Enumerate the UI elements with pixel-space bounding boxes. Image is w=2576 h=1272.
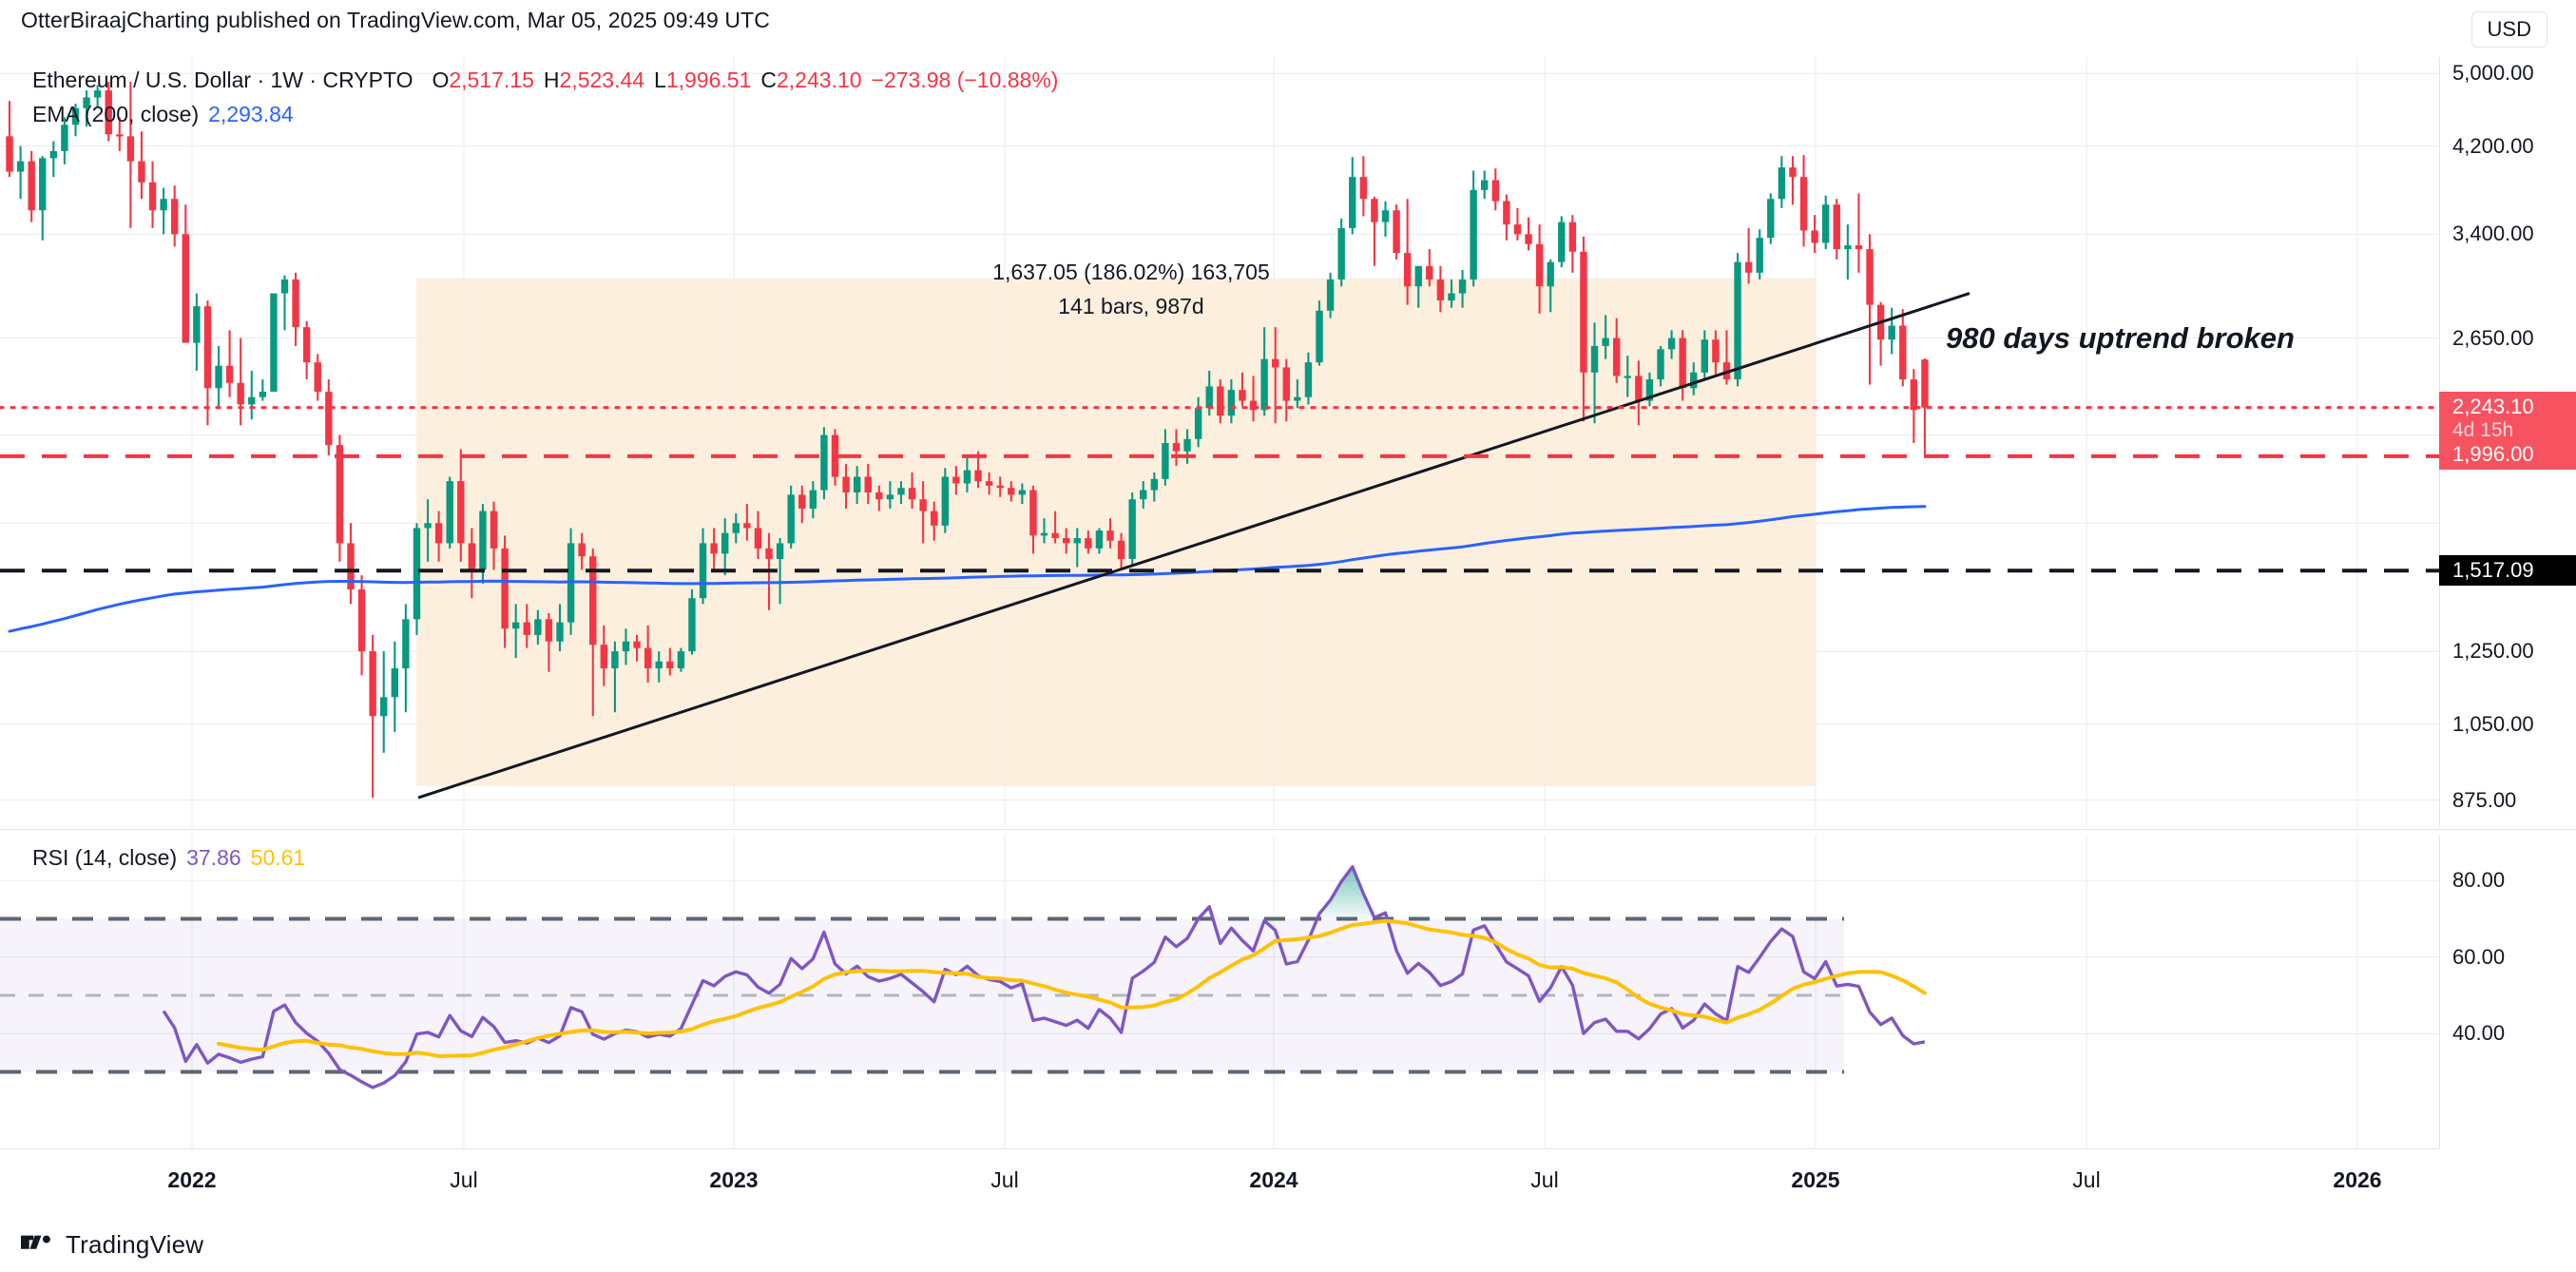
rsi-tick-0: 80.00 bbox=[2452, 868, 2506, 893]
legend-low-value: 1,996.51 bbox=[665, 67, 752, 92]
price-axis[interactable]: USD 5,000.00 4,200.00 3,400.00 2,650.00 1,25… bbox=[2439, 11, 2576, 827]
rsi-tick-1: 60.00 bbox=[2452, 944, 2506, 969]
time-tick-2023-2: 2023 bbox=[709, 1167, 759, 1192]
rsi-axis[interactable]: 80.00 60.00 40.00 bbox=[2439, 835, 2576, 1148]
legend-open-value: 2,517.15 bbox=[449, 67, 534, 92]
ema-legend-value: 2,293.84 bbox=[208, 102, 294, 126]
countdown-value: 4d 15h bbox=[2452, 418, 2514, 441]
legend-change: −273.98 (−10.88%) bbox=[871, 67, 1059, 92]
rsi-axis-divider bbox=[2439, 835, 2440, 1148]
rsi-plot bbox=[0, 835, 2439, 1148]
rsi-legend-value: 37.86 bbox=[186, 845, 241, 870]
price-chart-svg bbox=[0, 57, 2439, 827]
time-tick-jul-5: Jul bbox=[1530, 1167, 1559, 1192]
time-tick-2024-4: 2024 bbox=[1249, 1167, 1298, 1192]
symbol-legend[interactable]: Ethereum / U.S. Dollar · 1W · CRYPTO O2,5… bbox=[32, 65, 1058, 96]
rsi-legend-name: RSI (14, close) bbox=[32, 845, 178, 870]
time-tick-2026-8: 2026 bbox=[2333, 1167, 2382, 1192]
price-plot: 1,637.05 (186.02%) 163,705 141 bars, 987… bbox=[0, 57, 2439, 827]
legend-open-label: O bbox=[432, 67, 450, 92]
legend-low-label: L bbox=[654, 67, 666, 92]
attribution-text: OtterBiraajCharting published on Trading… bbox=[21, 8, 770, 32]
time-axis[interactable]: 2022 Jul 2023 Jul 2024 Jul 2025 Jul 2026 bbox=[0, 1148, 2439, 1205]
rsi-pane: 80.00 60.00 40.00 bbox=[0, 835, 2576, 1148]
tradingview-logo-icon bbox=[21, 1235, 50, 1249]
rsi-gridlines bbox=[0, 835, 2439, 1148]
currency-chip[interactable]: USD bbox=[2470, 11, 2547, 48]
measure-line-2: 141 bars, 987d bbox=[1058, 294, 1204, 318]
price-level-lines bbox=[0, 406, 2439, 573]
uptrend-line bbox=[417, 292, 1970, 800]
level-badge[interactable]: 1,517.09 bbox=[2439, 555, 2576, 587]
legend-high-label: H bbox=[543, 67, 560, 92]
legend-close-value: 2,243.10 bbox=[777, 67, 862, 92]
rsi-chart-svg bbox=[0, 835, 2439, 1148]
legend-high-value: 2,523.44 bbox=[559, 67, 645, 92]
price-tick-6: 1,250.00 bbox=[2452, 639, 2534, 664]
uptrend-broken-annotation: 980 days uptrend broken bbox=[1946, 321, 2295, 355]
rsi-band bbox=[0, 916, 1844, 1074]
measure-line-1: 1,637.05 (186.02%) 163,705 bbox=[992, 260, 1270, 284]
low-price-value: 1,996.00 bbox=[2452, 441, 2534, 466]
time-tick-2022-0: 2022 bbox=[167, 1167, 217, 1192]
ema-legend[interactable]: EMA (200, close) 2,293.84 bbox=[32, 99, 294, 130]
last-price-value: 2,243.10 bbox=[2452, 394, 2534, 418]
price-tick-2: 3,400.00 bbox=[2452, 222, 2534, 246]
measure-annotation: 1,637.05 (186.02%) 163,705 141 bars, 987… bbox=[951, 255, 1312, 323]
rsi-legend[interactable]: RSI (14, close) 37.86 50.61 bbox=[32, 842, 305, 874]
candlestick-series bbox=[6, 82, 1929, 799]
rsi-tick-2: 40.00 bbox=[2452, 1021, 2506, 1046]
price-tick-8: 875.00 bbox=[2452, 787, 2517, 812]
ema-200-line bbox=[8, 505, 1927, 633]
price-tick-3: 2,650.00 bbox=[2452, 325, 2534, 350]
legend-symbol: Ethereum / U.S. Dollar · 1W · CRYPTO bbox=[32, 67, 413, 92]
rsi-series bbox=[162, 865, 1927, 1089]
tradingview-wordmark: TradingView bbox=[66, 1230, 204, 1259]
footer-brand[interactable]: TradingView bbox=[21, 1230, 203, 1260]
time-axis-divider bbox=[0, 1148, 2439, 1149]
ema-legend-name: EMA (200, close) bbox=[32, 102, 200, 126]
price-tick-0: 5,000.00 bbox=[2452, 61, 2534, 86]
time-tick-2025-6: 2025 bbox=[1791, 1167, 1840, 1192]
last-price-badge[interactable]: 2,243.10 4d 15h 1,996.00 bbox=[2439, 391, 2576, 470]
time-tick-jul-7: Jul bbox=[2072, 1167, 2101, 1192]
rsi-overbought-fill bbox=[1198, 866, 1397, 919]
price-tick-7: 1,050.00 bbox=[2452, 711, 2534, 736]
legend-close-label: C bbox=[760, 67, 777, 92]
pane-divider bbox=[0, 829, 2576, 830]
time-tick-jul-3: Jul bbox=[990, 1167, 1019, 1192]
time-tick-jul-1: Jul bbox=[450, 1167, 478, 1192]
price-pane: 1,637.05 (186.02%) 163,705 141 bars, 987… bbox=[0, 11, 2576, 827]
price-tick-1: 4,200.00 bbox=[2452, 133, 2534, 158]
rsi-ma-legend-value: 50.61 bbox=[250, 845, 306, 870]
